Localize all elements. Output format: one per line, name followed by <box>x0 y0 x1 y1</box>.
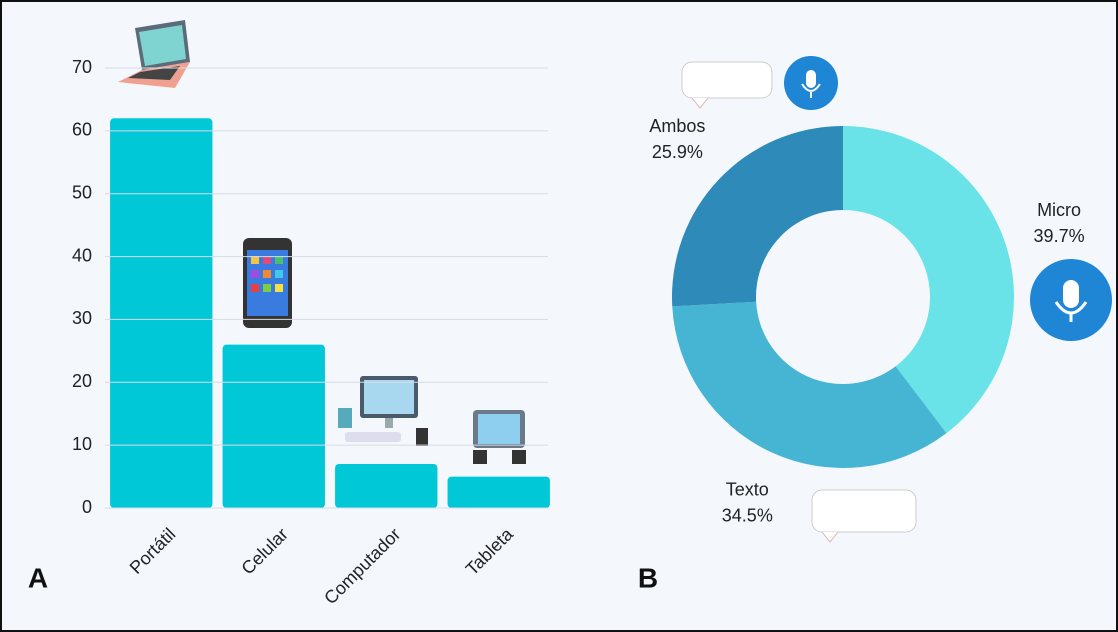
bar <box>335 464 437 508</box>
y-tick-label: 50 <box>72 182 92 202</box>
slice-label: Ambos <box>649 116 705 136</box>
mic-icon <box>784 56 838 110</box>
y-tick-label: 60 <box>72 120 92 140</box>
y-tick-label: 40 <box>72 245 92 265</box>
slice-value-label: 25.9% <box>652 142 703 162</box>
bar <box>223 345 325 508</box>
y-tick-label: 10 <box>72 434 92 454</box>
mic-icon <box>1030 259 1112 341</box>
slice-label: Texto <box>726 480 769 500</box>
panel-label: B <box>638 562 658 593</box>
phone-icon <box>243 238 292 328</box>
slice-value-label: 34.5% <box>722 506 773 526</box>
y-tick-label: 0 <box>82 497 92 517</box>
panel-label: A <box>28 562 48 593</box>
y-tick-label: 30 <box>72 308 92 328</box>
bar <box>448 477 550 508</box>
y-tick-label: 20 <box>72 371 92 391</box>
figure: A B 010203040506070Port <box>0 0 1118 632</box>
y-tick-label: 70 <box>72 57 92 77</box>
slice-value-label: 39.7% <box>1034 226 1085 246</box>
slice-label: Micro <box>1037 200 1081 220</box>
bar <box>110 118 212 508</box>
